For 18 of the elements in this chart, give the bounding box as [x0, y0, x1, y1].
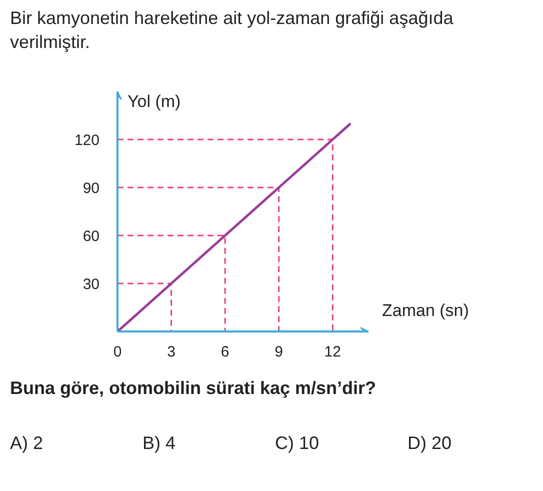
text: C) 10 [275, 432, 320, 455]
chart-title: Bir kamyonetin hareketine ait yol-zaman grafiği aşağıda verilmiştir. [10, 7, 454, 54]
text: Buna göre, otomobilin sürati kaç m/sn’dir? [10, 377, 376, 400]
x-tick-label: 9 [274, 344, 284, 360]
line-series [118, 122, 352, 332]
x-axis-title: Zaman (sn) [382, 300, 469, 322]
text: B) 4 [142, 432, 177, 455]
y-axis-title: Yol (m) [128, 92, 181, 111]
x-tick-label: 0 [113, 344, 122, 360]
y-tick-label: 60 [82, 228, 100, 245]
x-tick-label: 12 [324, 344, 341, 360]
x-tick-label: 3 [167, 344, 176, 360]
y-tick-label: 120 [74, 132, 100, 149]
y-tick-label: 90 [82, 180, 100, 197]
text: D) 20 [408, 432, 453, 455]
y-tick-label: 30 [82, 276, 100, 293]
text: A) 2 [10, 432, 44, 455]
x-tick-label: 6 [220, 344, 230, 360]
